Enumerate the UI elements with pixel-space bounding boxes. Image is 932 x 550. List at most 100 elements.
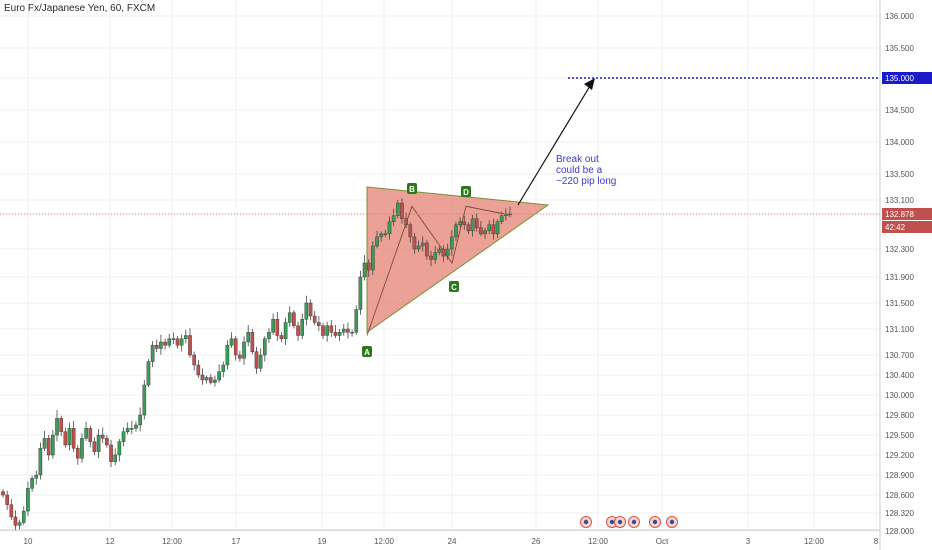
candle-body — [113, 454, 118, 462]
candle-body — [420, 242, 425, 247]
candle-body — [30, 478, 34, 489]
candle-body — [225, 345, 230, 366]
candle-body — [267, 332, 271, 339]
price-tick-label: 128.000 — [885, 527, 914, 536]
candles — [1, 198, 512, 531]
candle-body — [117, 441, 122, 456]
economic-events[interactable] — [580, 516, 678, 528]
candle-body — [204, 377, 209, 381]
candle-body — [408, 224, 413, 238]
wedge-fill[interactable] — [366, 186, 550, 334]
price-tick-label: 133.100 — [885, 196, 914, 205]
candle-body — [329, 325, 334, 333]
candle-body — [125, 428, 130, 432]
candle-body — [146, 361, 151, 386]
candle-body — [138, 414, 142, 426]
candle-body — [109, 444, 113, 462]
candle-body — [246, 332, 250, 343]
annotation-line: Break out — [556, 154, 599, 165]
candle-body — [100, 434, 105, 439]
point-label-c — [449, 281, 459, 292]
candle-body — [134, 424, 138, 429]
current-price-tag — [882, 208, 932, 220]
price-tick-label: 134.000 — [885, 138, 914, 147]
price-tick-label: 135.500 — [885, 44, 914, 53]
candle-body — [395, 202, 400, 216]
time-axis[interactable]: 10 12 12:00 17 19 12:00 24 26 12:00 Oct 3 12:00 8 — [0, 529, 880, 546]
candle-body — [425, 242, 429, 257]
candle-body — [458, 221, 462, 225]
candle-body — [51, 434, 55, 456]
point-label-b — [407, 183, 417, 194]
candle-body — [250, 332, 255, 352]
candle-body — [437, 248, 442, 253]
target-price-tag — [882, 72, 932, 84]
price-tick-label: 128.900 — [885, 471, 914, 480]
price-tick-label: 128.600 — [885, 491, 914, 500]
candle-body — [163, 341, 167, 346]
candle-body — [387, 221, 392, 235]
point-label-text: B — [409, 185, 415, 194]
candle-body — [76, 448, 80, 459]
candle-body — [416, 245, 421, 250]
candle-body — [308, 302, 313, 317]
symbol-title: Euro Fx/Japanese Yen, 60, FXCM — [4, 3, 156, 14]
event-flag-center — [631, 519, 637, 525]
price-axis[interactable]: 136.000 135.500 135.000 134.500 134.000 133.5… — [879, 0, 932, 550]
candle-body — [46, 438, 51, 456]
time-tick-label: 3 — [746, 537, 751, 546]
candle-body — [312, 315, 317, 323]
time-tick-label: 24 — [448, 537, 457, 546]
event-flag-center — [617, 519, 623, 525]
candle-body — [400, 202, 404, 219]
candle-body — [279, 335, 284, 339]
candle-body — [491, 224, 496, 235]
candle-body — [55, 418, 59, 436]
candle-body — [21, 510, 26, 523]
candle-body — [271, 319, 275, 333]
point-label-text: C — [451, 283, 457, 292]
candle-body — [287, 312, 292, 323]
candle-body — [200, 374, 205, 381]
candle-body — [362, 262, 367, 278]
candle-body — [80, 438, 84, 459]
triangle-pattern[interactable] — [366, 186, 550, 336]
candle-body — [130, 428, 134, 430]
point-label-d — [461, 186, 471, 197]
current-price-label: 132.878 — [885, 210, 914, 219]
candle-body — [466, 224, 471, 232]
breakout-arrow[interactable] — [517, 80, 594, 206]
event-flag-center — [669, 519, 675, 525]
candle-body — [441, 248, 446, 257]
price-tick-label: 129.200 — [885, 451, 914, 460]
candle-body — [350, 332, 354, 334]
candle-body — [242, 341, 246, 359]
candle-body — [13, 516, 18, 526]
candle-body — [433, 252, 437, 260]
candle-body — [1, 491, 5, 496]
candle-body — [358, 276, 363, 310]
time-tick-label: 12:00 — [804, 537, 825, 546]
time-tick-label: 10 — [24, 537, 33, 546]
point-label-text: D — [463, 188, 469, 197]
candle-body — [429, 255, 433, 260]
candle-body — [92, 441, 97, 452]
candle-body — [404, 218, 408, 225]
candle-body — [263, 338, 267, 356]
candle-body — [233, 338, 238, 356]
candle-body — [175, 338, 180, 346]
candle-body — [292, 312, 296, 326]
candle-body — [229, 338, 234, 346]
candle-body — [67, 428, 72, 446]
candle-body — [371, 245, 375, 271]
candle-body — [59, 418, 63, 432]
candle-body — [17, 522, 22, 526]
candle-body — [383, 233, 388, 236]
candle-body — [254, 351, 259, 369]
price-tick-label: 130.000 — [885, 391, 914, 400]
candle-body — [321, 325, 325, 336]
candle-body — [221, 364, 226, 372]
candle-body — [366, 262, 371, 271]
